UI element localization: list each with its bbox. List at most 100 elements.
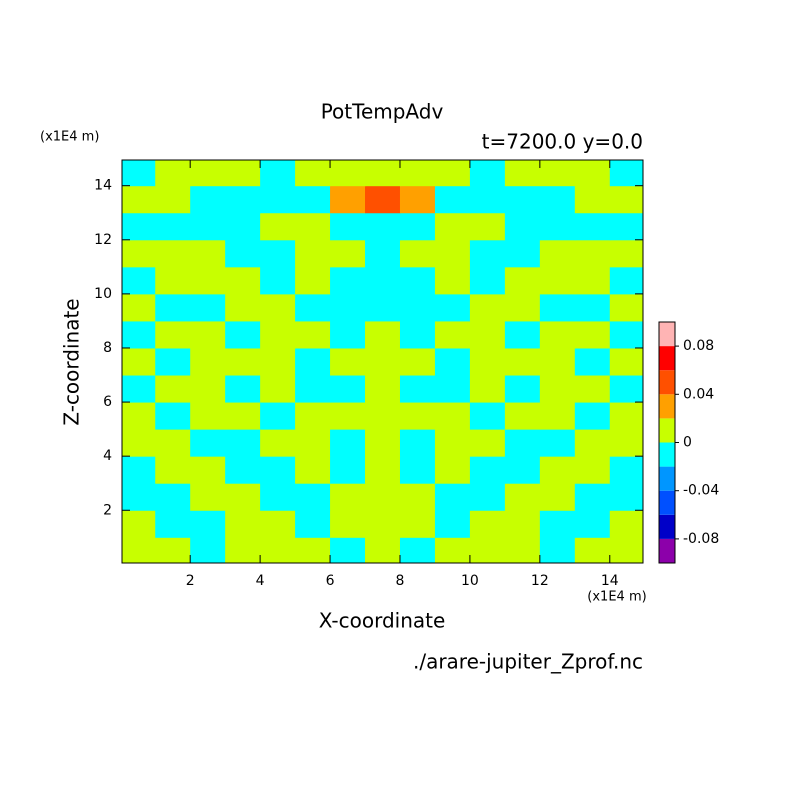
field-cell	[190, 402, 226, 430]
field-cell	[260, 239, 296, 268]
field-cell	[574, 483, 611, 511]
field-cell	[330, 320, 366, 349]
field-cell	[260, 320, 296, 349]
colorbar-segment	[659, 394, 675, 419]
field-cell	[155, 510, 191, 538]
field-cell	[399, 537, 436, 563]
field-cell	[225, 456, 261, 484]
field-cell	[122, 266, 156, 295]
field-cell	[609, 375, 643, 403]
field-cell	[122, 160, 156, 187]
field-cell	[122, 483, 156, 511]
colorbar-segment	[659, 346, 675, 371]
field-cell	[539, 483, 576, 511]
field-cell	[434, 293, 471, 322]
field-cell	[469, 293, 506, 322]
field-cell	[434, 537, 471, 563]
field-cell	[504, 212, 541, 241]
chart-subtitle: t=7200.0 y=0.0	[482, 130, 643, 154]
field-cell	[190, 347, 226, 376]
x-tick-label: 6	[326, 573, 335, 589]
field-cell	[399, 375, 436, 403]
colorbar-tick-label: 0.04	[683, 386, 714, 402]
x-tick-label: 14	[601, 573, 619, 589]
field-cell	[190, 375, 226, 403]
field-cell	[122, 537, 156, 563]
field-cell	[365, 375, 401, 403]
field-cell	[295, 239, 331, 268]
field-cell	[399, 456, 436, 484]
field-cell	[609, 429, 643, 457]
field-cell	[399, 347, 436, 376]
field-cell	[469, 537, 506, 563]
field-cell	[225, 375, 261, 403]
field-cell	[609, 212, 643, 241]
y-axis-label: Z-coordinate	[60, 298, 84, 425]
field-cell	[399, 402, 436, 430]
field-cell	[504, 320, 541, 349]
field-cell	[295, 185, 331, 214]
field-cell	[155, 185, 191, 214]
field-cell	[365, 483, 401, 511]
field-cell	[434, 483, 471, 511]
field-cell	[574, 510, 611, 538]
field-cell	[469, 483, 506, 511]
field-cell	[330, 266, 366, 295]
field-cell	[504, 347, 541, 376]
field-cell	[434, 212, 471, 241]
field-cell	[190, 185, 226, 214]
field-cell	[122, 185, 156, 214]
field-cell	[434, 402, 471, 430]
field-cell	[365, 510, 401, 538]
field-cell	[155, 402, 191, 430]
field-cell	[609, 347, 643, 376]
field-cell	[609, 402, 643, 430]
field-cell	[574, 160, 611, 187]
field-cell	[365, 212, 401, 241]
field-cell	[190, 212, 226, 241]
field-cell	[469, 266, 506, 295]
field-cell	[295, 160, 331, 187]
colorbar-segment	[659, 322, 675, 347]
y-tick-label: 6	[103, 394, 112, 410]
field-cell	[399, 212, 436, 241]
field-cell	[539, 510, 576, 538]
field-cell	[504, 293, 541, 322]
field-cell	[574, 266, 611, 295]
field-cell	[155, 537, 191, 563]
field-cell	[330, 160, 366, 187]
field-cell	[539, 456, 576, 484]
field-cell	[122, 239, 156, 268]
source-file: ./arare-jupiter_Zprof.nc	[413, 650, 643, 674]
field-cell	[574, 320, 611, 349]
field-cell	[539, 375, 576, 403]
x-tick-label: 8	[396, 573, 405, 589]
x-axis-label: X-coordinate	[319, 609, 446, 633]
x-unit: (x1E4 m)	[587, 590, 646, 605]
x-tick-label: 4	[256, 573, 265, 589]
colorbar-tick-label: 0.08	[683, 338, 714, 354]
field-cell	[609, 185, 643, 214]
field-cell	[330, 510, 366, 538]
field-cell	[295, 375, 331, 403]
field-cell	[330, 429, 366, 457]
field-cell	[225, 402, 261, 430]
field-cell	[260, 185, 296, 214]
field-cell	[295, 402, 331, 430]
y-unit: (x1E4 m)	[40, 130, 99, 145]
y-tick-label: 8	[103, 340, 112, 356]
field-cell	[330, 239, 366, 268]
field-cell	[539, 347, 576, 376]
field-cell	[434, 320, 471, 349]
field-cell	[574, 239, 611, 268]
field-cell	[155, 160, 191, 187]
field-cell	[609, 266, 643, 295]
field-cell	[469, 375, 506, 403]
field-cell	[539, 160, 576, 187]
field-cell	[330, 212, 366, 241]
contour-field	[122, 160, 643, 563]
field-cell	[574, 456, 611, 484]
field-cell	[539, 212, 576, 241]
field-cell	[225, 510, 261, 538]
